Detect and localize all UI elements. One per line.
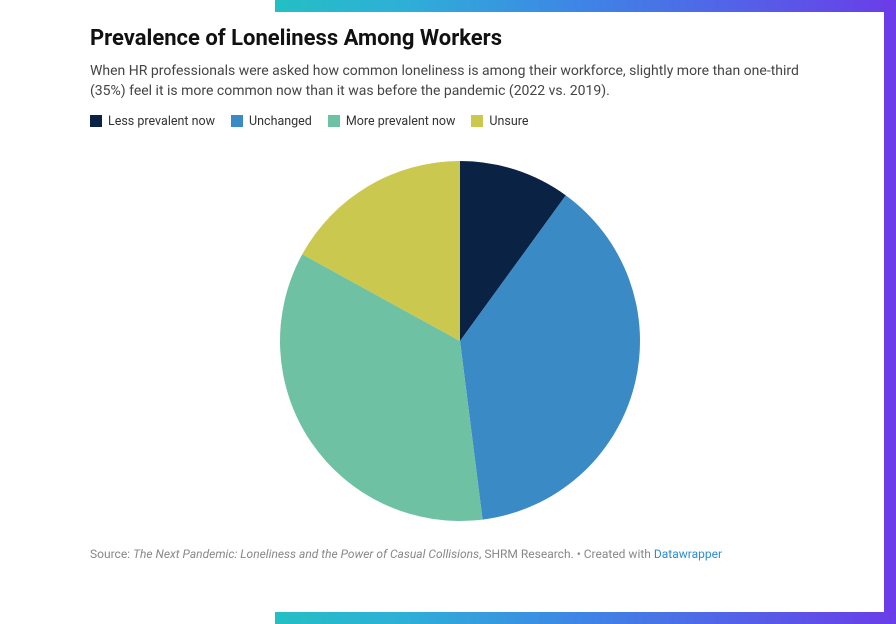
legend-swatch <box>90 115 102 127</box>
legend-label: More prevalent now <box>346 114 456 129</box>
source-title: The Next Pandemic: Loneliness and the Po… <box>133 547 479 561</box>
legend-label: Unchanged <box>249 114 312 129</box>
legend-item-more: More prevalent now <box>328 114 456 129</box>
legend-item-unsure: Unsure <box>471 114 528 129</box>
legend-swatch <box>231 115 243 127</box>
legend-swatch <box>471 115 483 127</box>
legend-label: Less prevalent now <box>108 114 215 129</box>
decorative-frame-right <box>884 0 896 624</box>
chart-title: Prevalence of Loneliness Among Workers <box>90 26 830 51</box>
chart-legend: Less prevalent now Unchanged More prevalen… <box>90 114 830 129</box>
legend-label: Unsure <box>489 114 528 129</box>
source-prefix: Source: <box>90 547 133 561</box>
chart-subtitle: When HR professionals were asked how com… <box>90 61 810 102</box>
legend-item-less: Less prevalent now <box>90 114 215 129</box>
decorative-frame-bottom <box>275 612 896 624</box>
chart-source: Source: The Next Pandemic: Loneliness an… <box>90 547 830 561</box>
source-link[interactable]: Datawrapper <box>654 547 722 561</box>
source-middle: , SHRM Research. • Created with <box>479 547 654 561</box>
legend-item-unchanged: Unchanged <box>231 114 312 129</box>
chart-card: Prevalence of Loneliness Among Workers W… <box>90 26 830 561</box>
legend-swatch <box>328 115 340 127</box>
decorative-frame-top <box>275 0 896 12</box>
pie-chart: Less prevalent now10%Unchanged38%More pr… <box>90 141 830 541</box>
